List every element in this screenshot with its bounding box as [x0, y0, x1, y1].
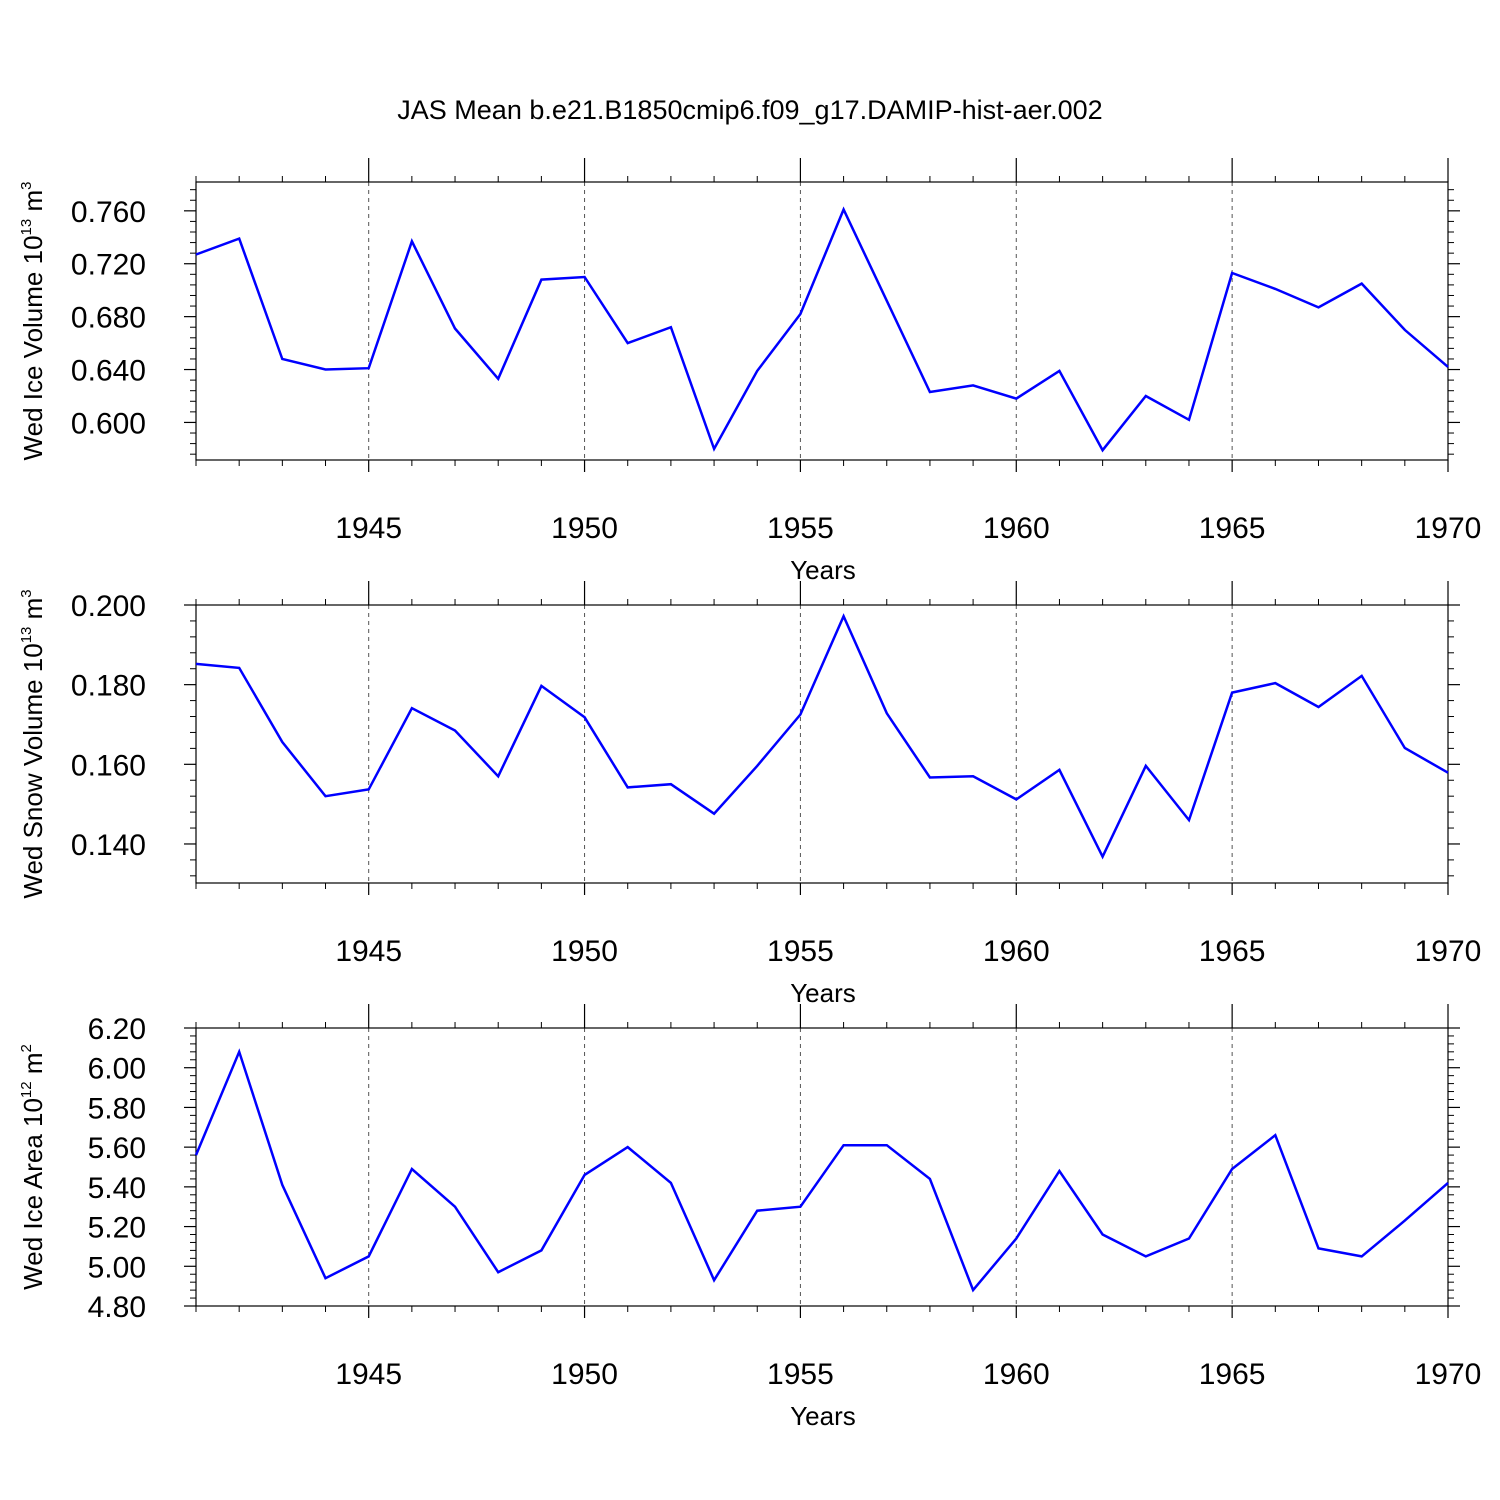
y-tick-label: 0.640 — [71, 355, 146, 388]
plot-frame — [195, 1027, 1449, 1307]
y-tick-label: 4.80 — [88, 1291, 146, 1324]
plot-frame — [195, 181, 1449, 461]
y-axis-label: Wed Ice Volume 1013 m3 — [18, 182, 48, 461]
x-tick-label: 1955 — [767, 1358, 834, 1391]
x-tick-label: 1960 — [983, 512, 1050, 545]
series-line — [194, 1048, 1449, 1293]
y-tick-label: 6.00 — [88, 1053, 146, 1086]
chart-panel-3: 1945 1950 1955 1960 1965 1970 4.80 5.00 5.20 5.40… — [18, 1004, 1481, 1431]
y-tick-label: 5.20 — [88, 1212, 146, 1245]
y-axis-label: Wed Ice Area 1012 m2 — [18, 1044, 48, 1290]
y-tick-label: 0.200 — [71, 590, 146, 623]
x-tick-label: 1965 — [1199, 935, 1266, 968]
x-tick-label: 1955 — [767, 935, 834, 968]
panels: 1945 1950 1955 1960 1965 1970 0.600 0.640 0.680 0… — [18, 158, 1481, 1431]
series-line — [195, 613, 1449, 860]
y-tick-label: 5.00 — [88, 1251, 146, 1284]
y-tick-label: 0.720 — [71, 249, 146, 282]
y-tick-label: 0.160 — [71, 749, 146, 782]
x-axis-label: Years — [790, 1401, 856, 1431]
plot-frame — [195, 604, 1449, 884]
x-tick-label: 1960 — [983, 935, 1050, 968]
y-tick-label: 5.40 — [88, 1172, 146, 1205]
y-tick-label: 0.180 — [71, 670, 146, 703]
x-axis-label: Years — [790, 978, 856, 1008]
x-tick-label: 1950 — [551, 1358, 618, 1391]
y-tick-label: 5.80 — [88, 1092, 146, 1125]
chart-title: JAS Mean b.e21.B1850cmip6.f09_g17.DAMIP-… — [397, 95, 1102, 125]
x-tick-label: 1950 — [551, 512, 618, 545]
x-tick-label: 1970 — [1415, 1358, 1482, 1391]
x-tick-label: 1965 — [1199, 1358, 1266, 1391]
y-tick-label: 0.760 — [71, 196, 146, 229]
series-line — [195, 206, 1449, 453]
x-tick-label: 1955 — [767, 512, 834, 545]
x-tick-label: 1970 — [1415, 512, 1482, 545]
y-tick-label: 6.20 — [88, 1013, 146, 1046]
x-tick-label: 1945 — [335, 1358, 402, 1391]
y-tick-label: 0.600 — [71, 407, 146, 440]
y-axis-label: Wed Snow Volume 1013 m3 — [18, 589, 48, 898]
x-axis-label: Years — [790, 555, 856, 585]
x-tick-label: 1965 — [1199, 512, 1266, 545]
x-tick-label: 1945 — [335, 935, 402, 968]
y-tick-label: 0.140 — [71, 829, 146, 862]
x-tick-label: 1950 — [551, 935, 618, 968]
x-tick-label: 1945 — [335, 512, 402, 545]
y-tick-label: 5.60 — [88, 1132, 146, 1165]
y-tick-label: 0.680 — [71, 302, 146, 335]
x-tick-label: 1960 — [983, 1358, 1050, 1391]
x-tick-label: 1970 — [1415, 935, 1482, 968]
chart-panel-2: 1945 1950 1955 1960 1965 1970 0.140 0.160 0.180 0… — [18, 581, 1481, 1008]
chart-panel-1: 1945 1950 1955 1960 1965 1970 0.600 0.640 0.680 0… — [18, 158, 1481, 585]
